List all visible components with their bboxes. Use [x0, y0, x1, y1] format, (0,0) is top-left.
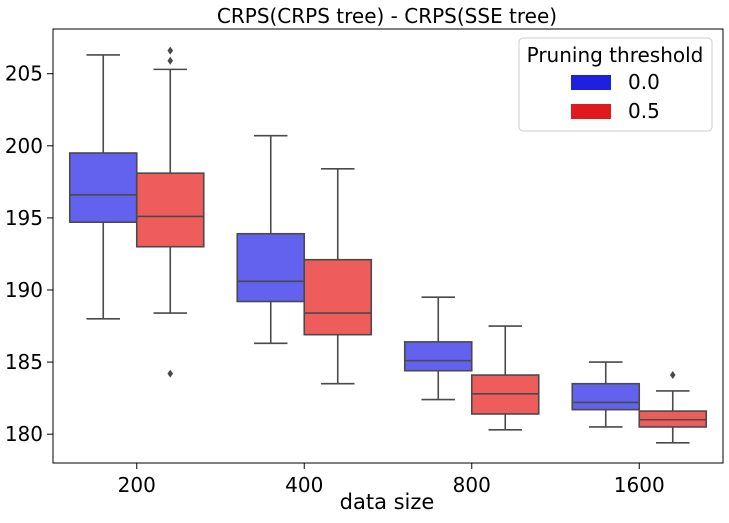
- iqr-box: [303, 258, 373, 336]
- legend-swatch-0.0: [571, 75, 611, 90]
- outlier-point: [167, 46, 174, 55]
- y-tick-label: 180: [5, 422, 43, 446]
- y-tick-label: 195: [5, 206, 43, 230]
- x-axis-label: data size: [340, 490, 435, 514]
- legend-label-0.0: 0.0: [628, 70, 660, 94]
- x-tick-label: 400: [285, 473, 323, 497]
- outlier-point: [669, 371, 676, 380]
- x-tick-label: 1600: [614, 473, 665, 497]
- x-tick-label: 800: [453, 473, 491, 497]
- outlier-point: [167, 369, 174, 378]
- plot-area: [68, 46, 708, 444]
- iqr-box: [571, 382, 641, 411]
- box-0.5-800: [470, 325, 540, 431]
- y-tick-label: 200: [5, 134, 43, 158]
- y-tick-label: 205: [5, 62, 43, 86]
- plot-frame: [52, 28, 724, 464]
- y-tick-label: 185: [5, 350, 43, 374]
- legend-swatch-0.5: [571, 104, 611, 119]
- box-0.5-200: [135, 46, 205, 378]
- iqr-box: [135, 172, 205, 248]
- box-0.5-1600: [638, 371, 708, 444]
- outlier-point: [167, 56, 174, 65]
- chart-title: CRPS(CRPS tree) - CRPS(SSE tree): [217, 4, 557, 28]
- legend: Pruning threshold 0.00.5: [518, 37, 713, 132]
- box-0.0-1600: [571, 361, 641, 428]
- iqr-box: [68, 152, 138, 224]
- box-0.0-200: [68, 54, 138, 320]
- x-axis: 200 400 800 1600: [118, 463, 665, 497]
- legend-title: Pruning threshold: [527, 43, 704, 67]
- box-0.5-400: [303, 168, 373, 385]
- legend-entries: 0.00.5: [571, 70, 660, 123]
- legend-label-0.5: 0.5: [628, 99, 660, 123]
- x-tick-label: 200: [118, 473, 156, 497]
- y-tick-label: 190: [5, 278, 43, 302]
- box-0.0-800: [403, 296, 473, 401]
- legend-frame: [518, 37, 713, 132]
- y-axis: 180 185 190 195 200 205: [5, 62, 53, 446]
- iqr-box: [403, 341, 473, 372]
- box-0.0-400: [236, 134, 306, 345]
- iqr-box: [236, 232, 306, 303]
